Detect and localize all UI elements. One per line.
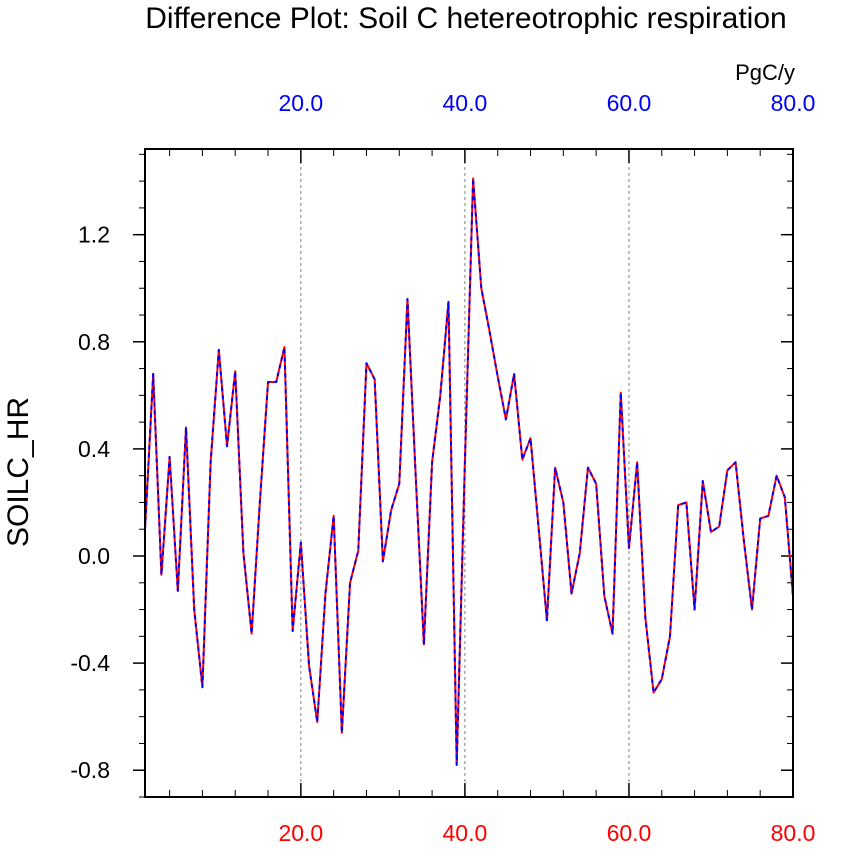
x-tick-label-bottom: 80.0 [771,820,816,846]
y-tick-label: 0.8 [78,329,110,355]
y-tick-label: 0.4 [78,436,110,462]
plot-frame [144,148,794,798]
x-tick-label-bottom: 60.0 [607,820,652,846]
series-line-a [145,177,793,766]
units-label: PgC/y [735,60,795,85]
y-tick-label: -0.8 [70,757,110,783]
tick-labels: 20.0 20.0 40.0 40.0 60.0 60.0 80.0 80.0 -0.8 -0.4… [70,90,815,846]
x-tick-label-top: 60.0 [607,90,652,116]
y-tick-label: 0.0 [78,543,110,569]
x-tick-label-bottom: 40.0 [443,820,488,846]
y-tick-label: -0.4 [70,650,110,676]
axis-ticks [133,149,794,798]
x-tick-label-top: 40.0 [443,90,488,116]
x-tick-label-top: 20.0 [278,90,323,116]
data-lines [145,177,793,766]
x-tick-label-top: 80.0 [771,90,816,116]
y-axis-label: SOILC_HR [2,397,35,547]
y-tick-label: 1.2 [78,222,110,248]
chart-title: Difference Plot: Soil C hetereotrophic r… [145,2,786,35]
series-line-b [145,177,793,766]
x-tick-label-bottom: 20.0 [278,820,323,846]
